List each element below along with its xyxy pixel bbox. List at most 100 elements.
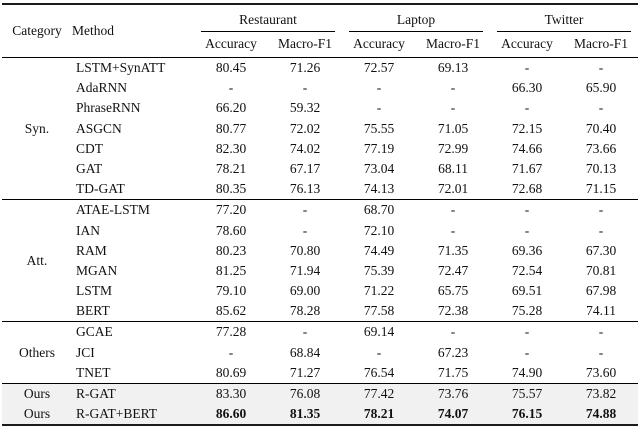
value-cell: - — [524, 222, 530, 238]
table-row: TNET 80.69 71.27 76.54 71.75 74.90 73.60 — [2, 363, 638, 384]
value-cell: - — [228, 344, 234, 360]
value-cell: 70.40 — [585, 120, 617, 136]
value-cell: 74.02 — [289, 140, 321, 156]
col-header-twitter-accuracy: Accuracy — [490, 32, 565, 58]
value-cell: 68.70 — [342, 199, 417, 221]
value-cell: 75.57 — [490, 383, 565, 405]
value-cell: 72.47 — [437, 262, 469, 278]
value-cell: 59.32 — [289, 100, 321, 116]
value-cell: 80.69 — [215, 364, 247, 380]
method-cell: CDT — [76, 140, 103, 156]
table-row: ASGCN 80.77 72.02 75.55 71.05 72.15 70.40 — [2, 119, 638, 139]
category-cell: Others — [2, 321, 72, 384]
value-cell: - — [450, 100, 456, 116]
value-cell: - — [376, 344, 382, 360]
table-row: MGAN 81.25 71.94 75.39 72.47 72.54 70.81 — [2, 261, 638, 281]
value-cell: 78.60 — [215, 222, 247, 238]
method-cell: RAM — [76, 242, 107, 258]
col-header-laptop-macrof1: Macro-F1 — [416, 32, 491, 58]
table-row: CDT 82.30 74.02 77.19 72.99 74.66 73.66 — [2, 139, 638, 159]
table-row: BERT 85.62 78.28 77.58 72.38 75.28 74.11 — [2, 301, 638, 322]
value-cell: 70.80 — [289, 242, 321, 258]
value-cell: 68.11 — [438, 160, 468, 176]
value-cell: - — [228, 80, 234, 96]
col-header-restaurant-macrof1: Macro-F1 — [268, 32, 343, 58]
table-row: LSTM 79.10 69.00 71.22 65.75 69.51 67.98 — [2, 281, 638, 301]
value-cell: 65.75 — [437, 283, 469, 299]
method-cell: LSTM — [76, 283, 113, 299]
col-header-laptop-accuracy: Accuracy — [342, 32, 417, 58]
value-cell: 74.90 — [511, 364, 543, 380]
value-cell: - — [416, 199, 491, 221]
value-cell: - — [564, 321, 639, 343]
value-cell: 66.30 — [511, 80, 543, 96]
value-cell: 74.49 — [363, 242, 395, 258]
value-cell: 78.21 — [215, 160, 247, 176]
value-cell: 80.23 — [215, 242, 247, 258]
value-cell: - — [490, 321, 565, 343]
value-cell: 73.04 — [363, 160, 395, 176]
value-cell: 80.77 — [215, 120, 247, 136]
table-row: RAM 80.23 70.80 74.49 71.35 69.36 67.30 — [2, 241, 638, 261]
method-cell: GAT — [76, 160, 103, 176]
value-cell: 80.35 — [215, 181, 247, 197]
value-cell: 81.25 — [215, 262, 247, 278]
value-cell: - — [302, 222, 308, 238]
value-cell: - — [564, 57, 639, 79]
value-cell: - — [268, 321, 343, 343]
table-row: Ours R-GAT 83.30 76.08 77.42 73.76 75.57 73.82 — [2, 383, 639, 405]
value-cell: 69.00 — [289, 283, 321, 299]
value-cell: 67.23 — [437, 344, 469, 360]
value-cell: 65.90 — [585, 80, 617, 96]
value-cell: - — [564, 199, 639, 221]
method-cell: TNET — [76, 364, 111, 380]
value-cell: 77.42 — [342, 383, 417, 405]
value-cell: 76.13 — [289, 181, 321, 197]
method-cell: AdaRNN — [76, 80, 127, 96]
value-cell: 69.13 — [416, 57, 491, 79]
value-cell: 73.82 — [564, 383, 639, 405]
method-cell: BERT — [76, 303, 110, 319]
value-cell: 72.68 — [511, 181, 543, 197]
category-cell: Ours — [23, 406, 51, 422]
value-cell: 79.10 — [215, 283, 247, 299]
value-cell: 71.26 — [268, 57, 343, 79]
method-cell: TD-GAT — [76, 181, 125, 197]
value-cell: 74.88 — [585, 406, 617, 422]
value-cell: 71.15 — [585, 181, 617, 197]
value-cell: - — [376, 100, 382, 116]
value-cell: - — [302, 80, 308, 96]
value-cell: - — [376, 80, 382, 96]
value-cell: 74.07 — [437, 406, 469, 422]
value-cell: 76.54 — [363, 364, 395, 380]
value-cell: - — [450, 222, 456, 238]
col-header-twitter-macrof1: Macro-F1 — [564, 32, 639, 58]
value-cell: 74.66 — [511, 140, 543, 156]
value-cell: 68.84 — [289, 344, 321, 360]
value-cell: 72.10 — [363, 222, 395, 238]
method-cell: LSTM+SynATT — [72, 57, 194, 79]
value-cell: 78.21 — [363, 406, 395, 422]
value-cell: - — [268, 199, 343, 221]
value-cell: - — [490, 57, 565, 79]
value-cell: 69.14 — [342, 321, 417, 343]
col-group-twitter: Twitter — [490, 4, 638, 32]
value-cell: 82.30 — [215, 140, 247, 156]
value-cell: 67.30 — [585, 242, 617, 258]
value-cell: 70.81 — [585, 262, 617, 278]
category-cell: Ours — [2, 383, 72, 405]
value-cell: 73.66 — [585, 140, 617, 156]
table-row: IAN 78.60 - 72.10 - - - — [2, 221, 638, 241]
table-row: AdaRNN - - - - 66.30 65.90 — [2, 78, 638, 98]
results-table: Category Method Restaurant Laptop Twitte… — [2, 3, 639, 427]
table-body: Syn. LSTM+SynATT 80.45 71.26 72.57 69.13- - Ada… — [2, 56, 639, 426]
value-cell: 66.20 — [215, 100, 247, 116]
value-cell: 67.17 — [289, 160, 321, 176]
table-row: GAT 78.21 67.17 73.04 68.11 71.67 70.13 — [2, 159, 638, 179]
method-cell: ATAE-LSTM — [72, 199, 194, 221]
value-cell: 71.22 — [363, 283, 395, 299]
table-row: TD-GAT 80.35 76.13 74.13 72.01 72.68 71.15 — [2, 179, 638, 200]
value-cell: 72.15 — [511, 120, 543, 136]
group-header-row: Category Method Restaurant Laptop Twitte… — [2, 4, 638, 38]
